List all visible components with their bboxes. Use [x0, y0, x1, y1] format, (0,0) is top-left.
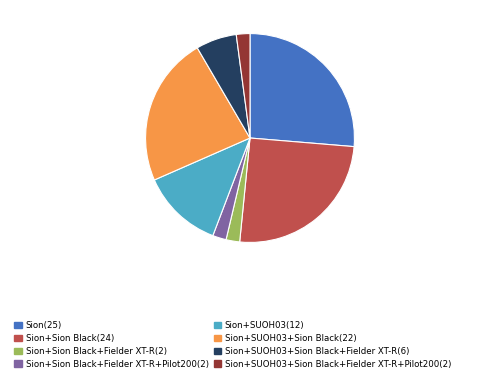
Wedge shape [154, 138, 250, 236]
Legend: Sion(25), Sion+Sion Black(24), Sion+Sion Black+Fielder XT-R(2), Sion+Sion Black+: Sion(25), Sion+Sion Black(24), Sion+Sion… [14, 321, 451, 369]
Wedge shape [236, 34, 250, 138]
Wedge shape [146, 48, 250, 180]
Wedge shape [240, 138, 354, 242]
Wedge shape [250, 34, 354, 147]
Wedge shape [226, 138, 250, 242]
Wedge shape [213, 138, 250, 240]
Wedge shape [198, 34, 250, 138]
